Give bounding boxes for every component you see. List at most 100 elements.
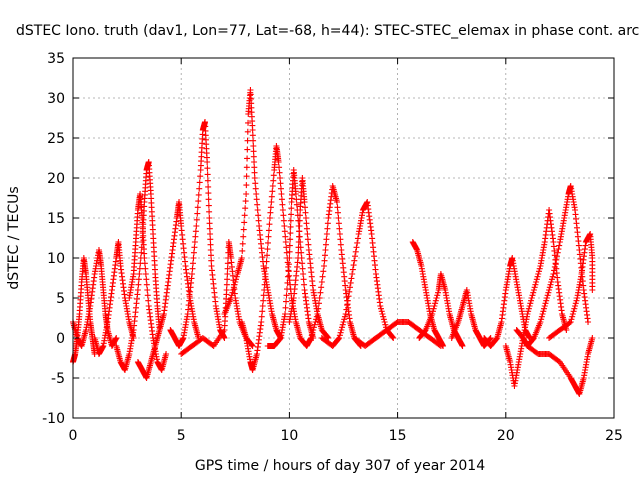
- data-point-series-3: [136, 265, 143, 272]
- data-point-series-9: [267, 204, 274, 211]
- data-point-series-11: [295, 244, 302, 251]
- data-point-series-8: [249, 127, 256, 133]
- data-point-series-20: [548, 276, 555, 283]
- data-point-series-8: [242, 198, 249, 205]
- data-point-series-13: [342, 311, 349, 317]
- data-point-series-10: [300, 271, 307, 277]
- data-point-series-8: [240, 233, 247, 240]
- data-point-series-9: [279, 201, 286, 208]
- data-point-series-19: [532, 281, 539, 288]
- data-point-series-4: [143, 281, 150, 288]
- data-point-series-8: [250, 143, 257, 149]
- data-point-series-20: [549, 273, 556, 280]
- data-point-series-12: [310, 327, 317, 333]
- data-point-series-9: [261, 287, 268, 293]
- data-point-series-13: [341, 316, 348, 323]
- data-point-series-20: [556, 242, 563, 249]
- data-point-series-12: [313, 316, 320, 323]
- data-point-series-6: [206, 220, 213, 227]
- data-point-series-9: [264, 246, 271, 253]
- data-point-series-7: [224, 265, 231, 272]
- data-point-series-9: [263, 258, 270, 265]
- data-point-series-6: [205, 183, 212, 190]
- data-point-series-10: [286, 255, 293, 261]
- data-point-series-11: [296, 212, 303, 219]
- data-point-series-6: [195, 198, 202, 205]
- data-point-series-6: [204, 165, 211, 172]
- data-point-series-6: [189, 265, 196, 272]
- y-tick-label: 25: [47, 131, 65, 147]
- data-point-series-19: [535, 271, 542, 277]
- data-point-series-11: [303, 220, 310, 227]
- data-point-series-4: [141, 260, 148, 267]
- data-point-series-22: [589, 287, 596, 293]
- data-point-series-12: [336, 231, 343, 237]
- data-point-series-10: [283, 298, 290, 305]
- data-point-series-12: [316, 295, 323, 301]
- data-point-series-9: [263, 264, 270, 271]
- data-point-series-12: [323, 236, 330, 243]
- data-point-series-19: [536, 265, 543, 272]
- data-point-series-13: [352, 248, 359, 255]
- data-point-series-6: [192, 228, 199, 235]
- data-point-series-13: [341, 313, 348, 320]
- data-point-series-4: [142, 265, 149, 272]
- data-point-series-12: [335, 220, 342, 227]
- data-point-series-9: [260, 292, 267, 299]
- data-point-series-20: [546, 287, 553, 293]
- data-point-series-20: [537, 319, 544, 325]
- data-point-series-8: [244, 146, 251, 153]
- data-point-series-16: [459, 343, 466, 349]
- data-point-series-4: [144, 287, 151, 293]
- data-point-series-13: [378, 308, 385, 315]
- data-point-series-11: [295, 239, 302, 245]
- data-point-series-16: [434, 289, 441, 296]
- data-point-series-9: [258, 313, 265, 320]
- data-point-series-6: [190, 249, 197, 256]
- data-point-series-10: [286, 242, 293, 249]
- data-point-series-13: [345, 293, 352, 300]
- x-tick-label: 0: [69, 428, 78, 444]
- data-point-series-16: [432, 300, 439, 307]
- data-point-series-8: [243, 173, 250, 180]
- data-point-series-20: [540, 308, 547, 315]
- x-tick-label: 20: [497, 428, 515, 444]
- data-point-series-8: [252, 180, 259, 187]
- data-point-series-20: [547, 281, 554, 288]
- data-point-series-8: [243, 164, 250, 171]
- data-point-series-9: [269, 183, 276, 189]
- data-point-series-10: [277, 335, 284, 342]
- data-point-series-9: [275, 159, 282, 165]
- data-point-series-19: [527, 300, 534, 307]
- data-point-series-6: [195, 191, 202, 198]
- data-point-series-20: [548, 279, 555, 285]
- data-point-series-6: [189, 271, 196, 277]
- data-point-series-9: [262, 276, 269, 283]
- data-point-series-15: [440, 343, 447, 349]
- data-point-series-8: [229, 289, 236, 296]
- data-point-series-10: [285, 267, 292, 274]
- data-point-series-9: [281, 228, 288, 235]
- data-point-series-12: [334, 209, 341, 216]
- data-point-series-8: [232, 279, 239, 285]
- data-point-series-4: [141, 255, 148, 261]
- y-tick-label: 20: [47, 171, 65, 187]
- data-point-series-8: [255, 212, 262, 219]
- data-point-series-6: [204, 171, 211, 178]
- y-tick-label: 35: [47, 51, 65, 67]
- data-point-series-8: [241, 219, 248, 226]
- data-point-series-12: [310, 324, 317, 331]
- data-point-series-9: [260, 297, 267, 304]
- data-point-series-6: [205, 196, 212, 203]
- x-tick-label: 10: [280, 428, 298, 444]
- data-point-series-13: [382, 321, 389, 328]
- data-point-series-8: [249, 132, 256, 139]
- data-point-series-11: [296, 223, 303, 229]
- data-point-series-12: [322, 247, 329, 253]
- data-point-series-6: [197, 173, 204, 180]
- data-point-series-20: [538, 313, 545, 320]
- data-point-series-20: [555, 246, 562, 253]
- data-point-series-13: [389, 334, 396, 341]
- data-point-series-8: [227, 295, 234, 301]
